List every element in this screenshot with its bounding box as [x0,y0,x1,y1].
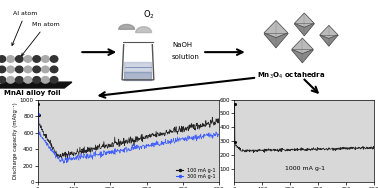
Circle shape [15,77,23,83]
Circle shape [0,77,6,83]
Polygon shape [294,13,314,27]
Circle shape [24,56,32,62]
Legend: 100 mA g-1, 300 mA g-1: 100 mA g-1, 300 mA g-1 [175,167,217,180]
Circle shape [50,56,58,62]
Circle shape [24,66,32,73]
Circle shape [33,77,40,83]
Text: solution: solution [172,54,200,60]
Polygon shape [264,31,288,48]
Circle shape [0,56,6,62]
Text: Mn atom: Mn atom [22,22,60,56]
Polygon shape [264,20,288,38]
Text: NaOH: NaOH [172,42,192,48]
Text: MnAl alloy foil: MnAl alloy foil [4,90,60,96]
Polygon shape [320,25,338,39]
Circle shape [15,56,23,62]
Circle shape [50,66,58,73]
Circle shape [0,66,6,73]
Circle shape [42,77,49,83]
Polygon shape [320,34,338,46]
Polygon shape [119,24,135,29]
Text: Mn$_3$O$_4$ octahedra: Mn$_3$O$_4$ octahedra [257,70,325,81]
Text: O$_2$: O$_2$ [143,9,155,21]
Circle shape [42,66,49,73]
Circle shape [24,77,32,83]
Circle shape [7,66,14,73]
Circle shape [33,66,40,73]
Circle shape [7,77,14,83]
Circle shape [7,56,14,62]
Text: 1000 mA g-1: 1000 mA g-1 [285,166,325,171]
Polygon shape [292,38,313,54]
Circle shape [33,56,40,62]
Text: Al atom: Al atom [12,11,37,45]
Polygon shape [294,22,314,36]
Polygon shape [0,82,72,88]
Circle shape [42,56,49,62]
Polygon shape [292,48,313,63]
Circle shape [50,77,58,83]
Y-axis label: Discharge capacity (mAhg⁻¹): Discharge capacity (mAhg⁻¹) [13,103,18,179]
Circle shape [15,66,23,73]
Polygon shape [136,27,152,33]
